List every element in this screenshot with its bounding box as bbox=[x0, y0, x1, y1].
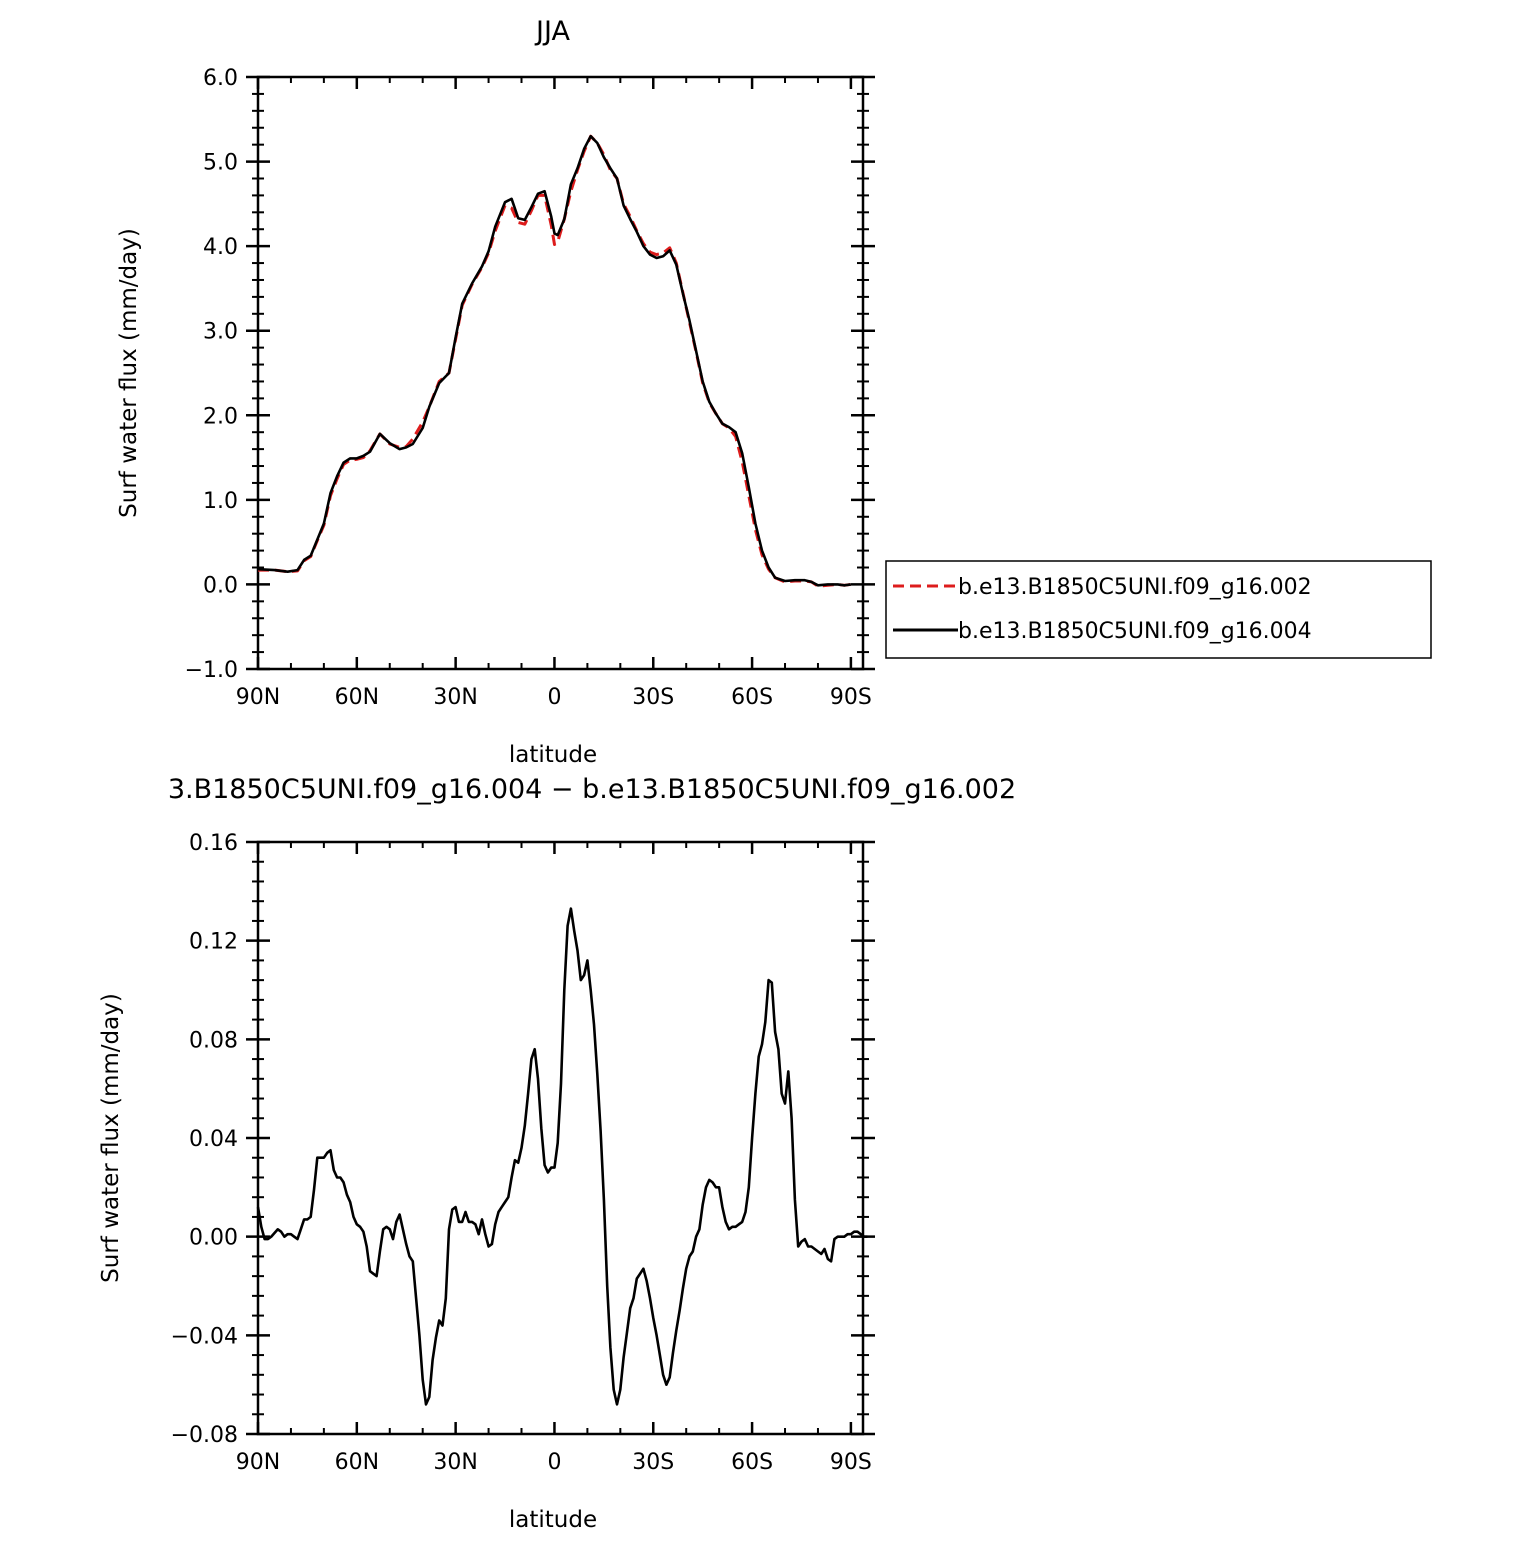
legend: b.e13.B1850C5UNI.f09_g16.002 b.e13.B1850… bbox=[885, 560, 1432, 659]
bottom-x-tick-label: 0 bbox=[547, 1450, 561, 1475]
top-x-tick-label: 60S bbox=[731, 685, 773, 710]
legend-box bbox=[885, 560, 1432, 659]
top-y-tick-label: 2.0 bbox=[203, 404, 238, 429]
bottom-x-tick-label: 30N bbox=[433, 1450, 477, 1475]
bottom-y-tick-label: 0.12 bbox=[189, 930, 238, 955]
top-axes: 90N 60N 30N 0 30S 60S 90S −1.0 0.0 1.0 2.0 3.0 4.0 5.… bbox=[185, 66, 875, 710]
bottom-y-tick-label: 0.00 bbox=[189, 1226, 238, 1251]
bottom-y-tick-label: 0.16 bbox=[189, 831, 238, 856]
bottom-x-tick-label: 60S bbox=[731, 1450, 773, 1475]
bottom-x-tick-label: 90N bbox=[236, 1450, 280, 1475]
top-y-tick-label: 5.0 bbox=[203, 151, 238, 176]
bottom-panel: 3.B1850C5UNI.f09_g16.004 − b.e13.B1850C5… bbox=[98, 774, 1016, 1533]
top-x-tick-label: 90N bbox=[236, 685, 280, 710]
top-series-line-2 bbox=[257, 134, 852, 587]
bottom-y-tick-label: −0.04 bbox=[171, 1324, 238, 1349]
bottom-series-group bbox=[256, 907, 868, 1406]
top-series-line-1 bbox=[258, 134, 852, 588]
top-x-tick-label: 90S bbox=[830, 685, 872, 710]
bottom-x-tick-label: 60N bbox=[335, 1450, 379, 1475]
top-y-tick-label: 0.0 bbox=[203, 573, 238, 598]
bottom-y-tick-label: 0.04 bbox=[189, 1127, 238, 1152]
top-x-tick-label: 30N bbox=[433, 685, 477, 710]
top-y-tick-label: 1.0 bbox=[203, 489, 238, 514]
top-x-tick-label: 30S bbox=[632, 685, 674, 710]
top-y-axis-label: Surf water flux (mm/day) bbox=[116, 228, 142, 518]
bottom-y-axis-label: Surf water flux (mm/day) bbox=[98, 993, 124, 1283]
bottom-x-axis-label: latitude bbox=[509, 1507, 597, 1533]
top-y-tick-label: 3.0 bbox=[203, 320, 238, 345]
legend-label-series-2: b.e13.B1850C5UNI.f09_g16.004 bbox=[958, 619, 1312, 644]
bottom-x-tick-label: 90S bbox=[830, 1450, 872, 1475]
bottom-series-line-1 bbox=[256, 907, 868, 1406]
bottom-axes: 90N 60N 30N 0 30S 60S 90S −0.08 −0.04 0.00 0.04 0.0… bbox=[171, 831, 875, 1475]
top-x-tick-label: 60N bbox=[335, 685, 379, 710]
legend-label-series-1: b.e13.B1850C5UNI.f09_g16.002 bbox=[958, 575, 1312, 600]
top-y-tick-label: 6.0 bbox=[203, 66, 238, 91]
top-x-tick-label: 0 bbox=[547, 685, 561, 710]
bottom-plot-frame bbox=[256, 840, 865, 1436]
top-series-group bbox=[257, 134, 852, 588]
top-panel: JJA 90N 60N 30N 0 30S 60S 90S −1.0 0.0 1.0 2.0 3.0 4… bbox=[116, 16, 875, 768]
bottom-x-tick-label: 30S bbox=[632, 1450, 674, 1475]
top-chart-title: JJA bbox=[534, 16, 570, 47]
bottom-chart-title: 3.B1850C5UNI.f09_g16.004 − b.e13.B1850C5… bbox=[168, 774, 1016, 805]
top-plot-frame bbox=[256, 75, 865, 671]
bottom-y-tick-label: −0.08 bbox=[171, 1423, 238, 1448]
top-y-tick-label: −1.0 bbox=[185, 658, 238, 683]
bottom-y-tick-label: 0.08 bbox=[189, 1028, 238, 1053]
top-y-tick-label: 4.0 bbox=[203, 235, 238, 260]
top-x-axis-label: latitude bbox=[509, 742, 597, 768]
